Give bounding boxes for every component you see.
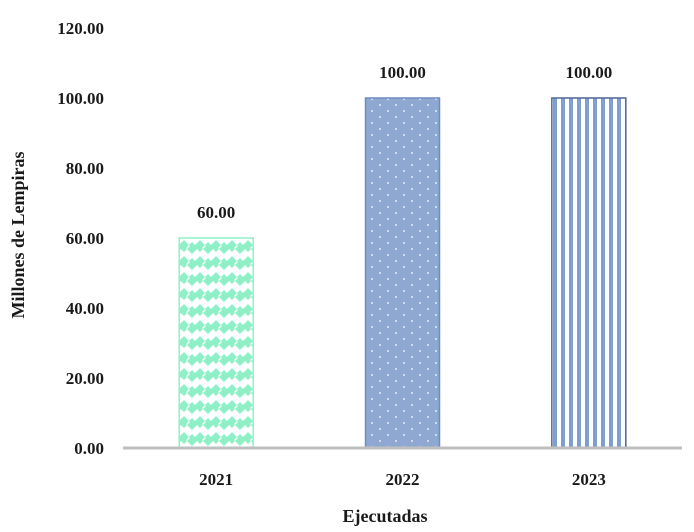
y-tick-label: 40.00: [66, 299, 104, 318]
bars: [178, 97, 627, 449]
x-tick-label: 2021: [199, 470, 233, 489]
y-axis-label: Millones de Lempiras: [8, 152, 28, 319]
y-tick-label: 80.00: [66, 159, 104, 178]
x-tick-label: 2022: [386, 470, 420, 489]
bar-value-label: 100.00: [565, 63, 612, 82]
y-tick-label: 0.00: [74, 439, 104, 458]
x-axis-ticks: 2021 2022 2023: [199, 470, 606, 489]
bar-value-label: 60.00: [197, 203, 235, 222]
y-tick-label: 100.00: [57, 89, 104, 108]
bar-value-label: 100.00: [379, 63, 426, 82]
bar-2023: [551, 97, 627, 449]
bar-value-labels: 60.00 100.00 100.00: [197, 63, 612, 222]
y-tick-label: 20.00: [66, 369, 104, 388]
bar-2022: [364, 97, 441, 449]
x-axis-label: Ejecutadas: [343, 506, 428, 526]
x-tick-label: 2023: [572, 470, 606, 489]
y-axis-ticks: 0.00 20.00 40.00 60.00 80.00 100.00 120.00: [57, 19, 104, 458]
bar-2021: [178, 237, 254, 449]
y-tick-label: 120.00: [57, 19, 104, 38]
y-tick-label: 60.00: [66, 229, 104, 248]
